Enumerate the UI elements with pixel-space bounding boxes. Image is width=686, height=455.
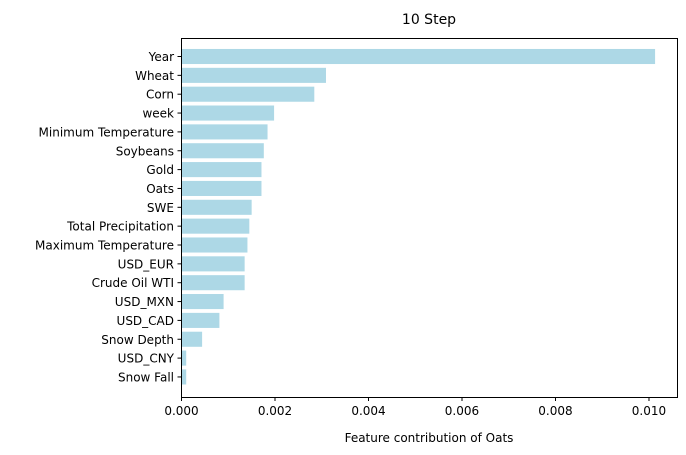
- y-tick-label: Maximum Temperature: [35, 239, 174, 253]
- x-axis-label: Feature contribution of Oats: [345, 431, 514, 445]
- bar-week: [182, 105, 275, 121]
- y-tick-label: week: [142, 107, 174, 121]
- bar-year: [182, 48, 656, 65]
- y-tick-label: USD_MXN: [115, 295, 174, 309]
- chart-title: 10 Step: [402, 12, 456, 28]
- y-tick-label: Soybeans: [116, 144, 174, 158]
- y-tick-label: Gold: [146, 163, 174, 177]
- x-tick-label: 0.004: [351, 404, 385, 418]
- y-tick-label: Crude Oil WTI: [92, 276, 174, 290]
- x-tick-label: 0.000: [164, 404, 198, 418]
- y-tick-label: Year: [148, 50, 174, 64]
- x-tick-label: 0.010: [632, 404, 666, 418]
- bar-swe: [182, 199, 252, 215]
- y-tick-label: Wheat: [135, 69, 174, 83]
- x-tick-label: 0.006: [445, 404, 479, 418]
- x-tick-label: 0.002: [258, 404, 292, 418]
- y-tick-label: Snow Fall: [118, 370, 174, 384]
- bar-usd-mxn: [182, 294, 224, 310]
- bar-maximum-temperature: [182, 237, 248, 253]
- bars-group: [182, 48, 656, 385]
- bar-soybeans: [182, 143, 264, 159]
- bar-crude-oil-wti: [182, 275, 245, 291]
- y-tick-label: Corn: [146, 88, 174, 102]
- bar-corn: [182, 86, 315, 102]
- plot-frame: [181, 38, 678, 398]
- bar-total-precipitation: [182, 218, 250, 234]
- bar-usd-cad: [182, 312, 220, 328]
- y-tick-label: Total Precipitation: [66, 220, 174, 234]
- bar-usd-eur: [182, 256, 245, 272]
- x-axis: 0.000 0.002 0.004 0.006 0.008 0.010: [164, 397, 666, 418]
- bar-wheat: [182, 67, 326, 83]
- x-tick-label: 0.008: [538, 404, 572, 418]
- bar-snow-fall: [182, 369, 187, 385]
- bar-gold: [182, 162, 262, 178]
- bar-usd-cny: [182, 350, 187, 366]
- y-tick-label: USD_CNY: [118, 352, 175, 366]
- y-tick-label: USD_EUR: [118, 257, 174, 271]
- bar-snow-depth: [182, 331, 203, 347]
- bar-minimum-temperature: [182, 124, 268, 140]
- y-tick-label: SWE: [147, 201, 174, 215]
- y-tick-label: USD_CAD: [117, 314, 174, 328]
- y-tick-label: Oats: [146, 182, 174, 196]
- y-tick-label: Snow Depth: [101, 333, 174, 347]
- y-axis: Year Wheat Corn week Minimum Temperature Soyb…: [35, 50, 181, 384]
- y-tick-label: Minimum Temperature: [39, 125, 174, 139]
- bar-oats: [182, 180, 262, 196]
